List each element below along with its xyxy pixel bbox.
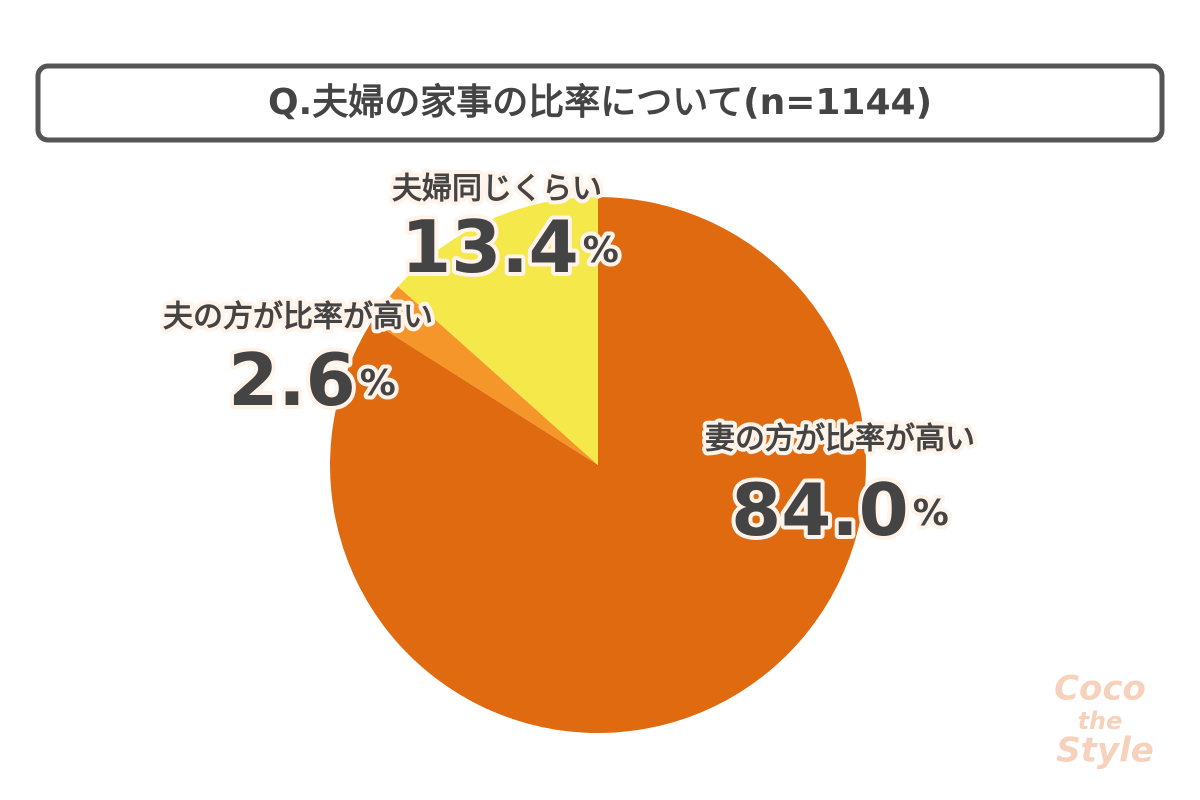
value-unit: % (583, 230, 619, 271)
watermark-text: the (1078, 707, 1123, 735)
pie-slice (398, 197, 598, 465)
value-number: 13.4 (401, 205, 579, 289)
title-box (35, 63, 1165, 143)
watermark-text: Style (1056, 731, 1154, 771)
value-label: 84.0% (731, 468, 949, 552)
slice-label: 夫の方が比率が高い (163, 300, 433, 335)
value-number: 2.6 (228, 338, 356, 422)
value-unit: % (913, 493, 949, 534)
watermark: Coco the Style (1054, 669, 1154, 771)
slice-label: 妻の方が比率が高い (705, 422, 975, 457)
pie-slice (371, 286, 598, 465)
watermark-text: Coco (1054, 669, 1146, 709)
value-label: 2.6% (228, 338, 396, 422)
value-number: 84.0 (731, 468, 909, 552)
value-label: 13.4% (401, 205, 619, 289)
slice-label: 夫婦同じくらい (392, 172, 602, 207)
chart-title: Q.夫婦の家事の比率について(n=1144) (268, 82, 932, 123)
pie (330, 197, 866, 733)
value-unit: % (360, 363, 396, 404)
